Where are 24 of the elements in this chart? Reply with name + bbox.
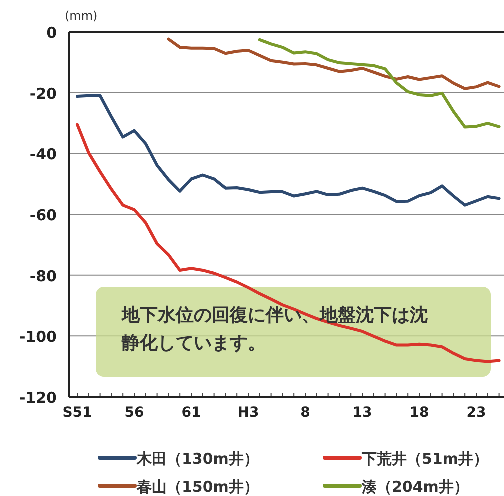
line-series xyxy=(258,38,501,129)
y-tick-label: -40 xyxy=(30,146,57,164)
y-tick-label: -120 xyxy=(19,389,57,407)
x-tick-label: S51 xyxy=(62,405,92,421)
legend-label: 下荒井（51m井） xyxy=(361,450,489,468)
y-tick-label: -60 xyxy=(30,206,57,224)
x-tick-label: 23 xyxy=(466,405,486,421)
legend-label: 湊（204m井） xyxy=(361,478,469,496)
y-tick-label: 0 xyxy=(46,24,57,42)
y-tick-label: -100 xyxy=(19,328,57,346)
x-tick-label: 56 xyxy=(124,405,144,421)
legend-label: 春山（150m井） xyxy=(136,478,259,496)
legend-label: 木田（130m井） xyxy=(136,450,259,468)
x-tick-label: 18 xyxy=(410,405,430,421)
y-tick-label: -20 xyxy=(30,84,57,103)
x-tick-label: 13 xyxy=(352,405,372,421)
line-series xyxy=(167,38,501,90)
x-tick-label: H3 xyxy=(238,405,260,421)
y-axis-title: (mm) xyxy=(65,9,98,23)
line-series xyxy=(76,94,501,207)
x-tick-label: 61 xyxy=(182,405,202,421)
x-tick-label: 8 xyxy=(300,405,310,421)
y-tick-label: -80 xyxy=(30,267,57,286)
line-series xyxy=(76,123,501,364)
